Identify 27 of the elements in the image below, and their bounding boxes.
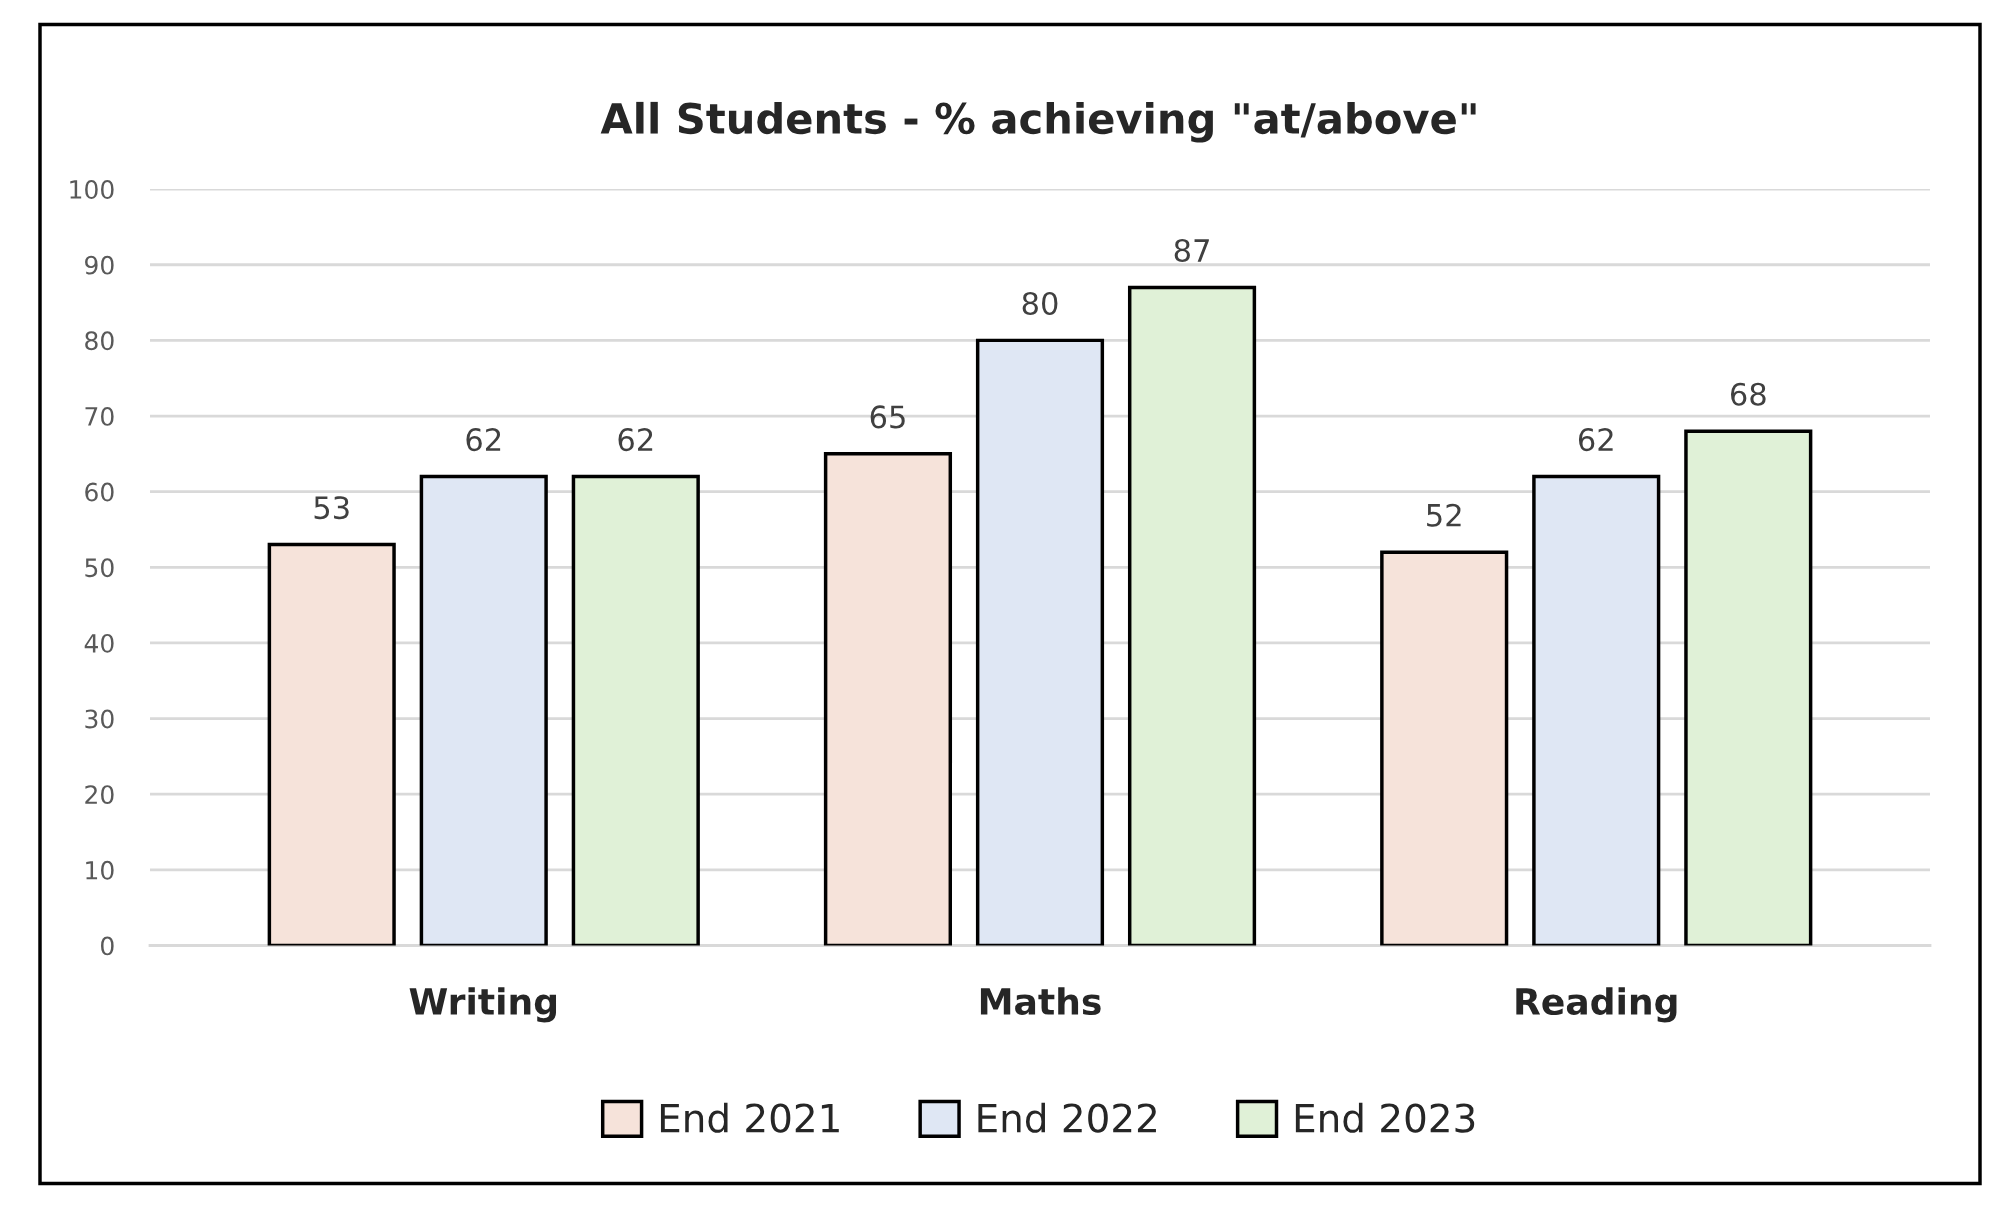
data-label: 62 xyxy=(618,428,653,452)
legend-label: End 2021 xyxy=(660,1102,839,1133)
legend-label: End 2022 xyxy=(978,1102,1156,1133)
data-label: 80 xyxy=(1022,291,1058,316)
x-tick-label: Maths xyxy=(980,987,1101,1016)
y-tick-label: 100 xyxy=(70,180,114,199)
chart-title: All Students - % achieving "at/above" xyxy=(600,101,1476,143)
y-tick-label: 30 xyxy=(85,709,114,729)
data-label: 65 xyxy=(870,405,905,429)
y-tick-label: 20 xyxy=(85,785,114,805)
y-tick-label: 70 xyxy=(85,406,114,426)
y-tick-label: 60 xyxy=(85,482,114,502)
y-tick-label: 90 xyxy=(85,255,114,275)
x-tick-label: Writing xyxy=(409,987,557,1023)
data-label: 52 xyxy=(1427,503,1461,527)
data-label: 68 xyxy=(1730,382,1766,406)
y-tick-label: 10 xyxy=(86,860,114,880)
y-tick-label: 80 xyxy=(85,331,114,351)
y-tick-label: 40 xyxy=(84,633,114,653)
legend-label: End 2023 xyxy=(1295,1102,1475,1133)
data-label: 62 xyxy=(1578,428,1613,452)
y-tick-label: 0 xyxy=(101,936,114,956)
data-label: 53 xyxy=(314,496,349,520)
data-label: 87 xyxy=(1174,238,1209,263)
data-label: 62 xyxy=(466,428,501,452)
y-tick-label: 50 xyxy=(85,558,114,578)
x-tick-label: Reading xyxy=(1516,987,1677,1023)
